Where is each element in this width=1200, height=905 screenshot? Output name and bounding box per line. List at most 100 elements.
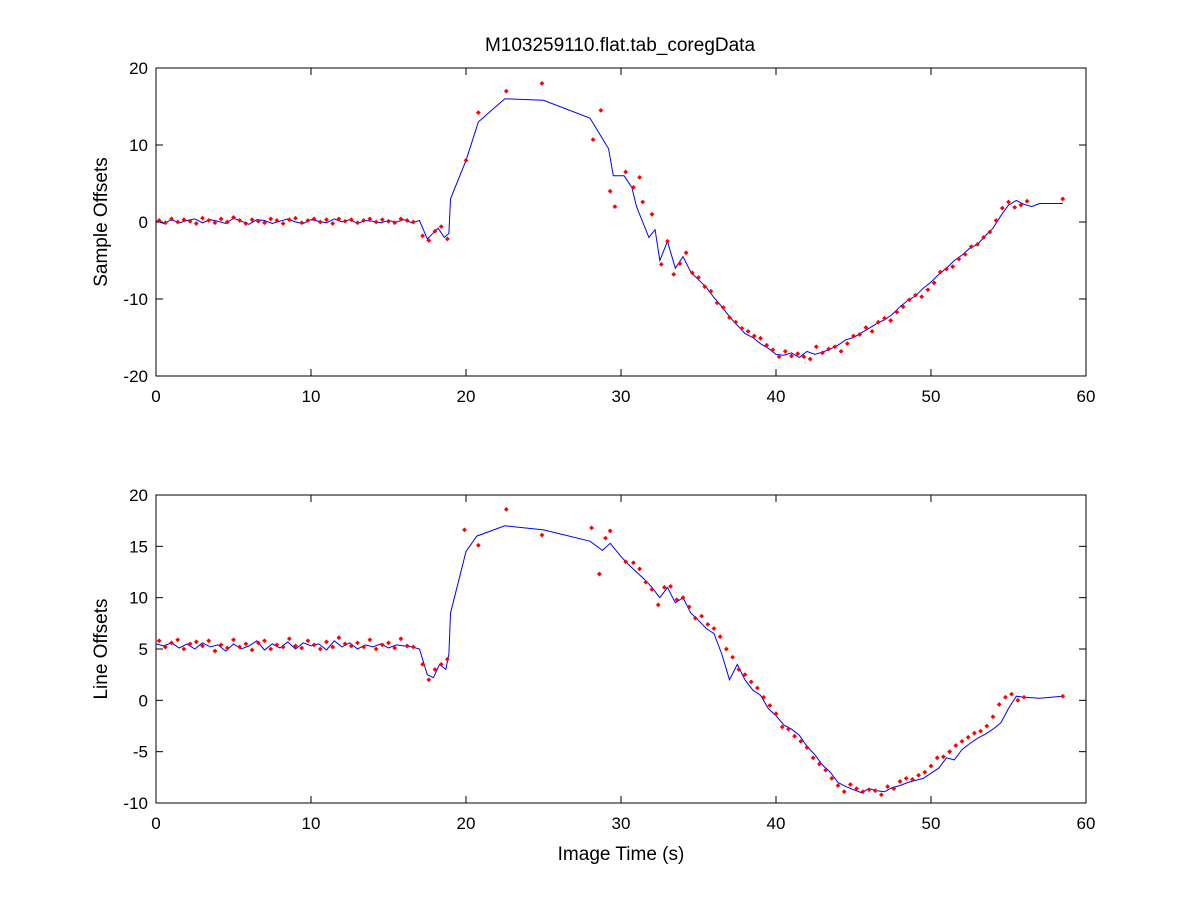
x-tick-label: 0 (151, 814, 160, 833)
sample-data-point (1012, 204, 1018, 210)
line-data-point (804, 745, 810, 750)
line-data-point (699, 613, 704, 619)
line-data-point (711, 626, 717, 631)
line-data-point (668, 583, 673, 589)
sample-data-point (770, 347, 776, 353)
sample-data-point (894, 309, 900, 315)
line-data-point (280, 644, 286, 650)
sample-data-point (906, 297, 912, 303)
y-tick-label: -20 (123, 367, 148, 386)
sample-data-point (293, 215, 298, 221)
line-data-point (373, 646, 379, 652)
line-data-point (984, 723, 990, 729)
line-data-point (379, 642, 385, 648)
line-data-point (792, 733, 797, 739)
line-offsets-axes: 0 10 20 30 40 50 60 -10 -5 0 5 10 15 20 Line Offsets Im… (91, 486, 1095, 865)
sample-data-point (702, 284, 708, 290)
sample-data-point (200, 215, 205, 221)
line-data-point (1003, 694, 1008, 700)
sample-data-point (286, 217, 292, 223)
sample-data-point (162, 220, 168, 226)
sample-data-point (838, 348, 844, 354)
line-data-point (866, 787, 872, 793)
sample-data-point (720, 305, 726, 310)
line-data-point (748, 679, 754, 685)
sample-data-point (193, 221, 199, 226)
sample-data-point (631, 184, 636, 190)
sample-data-point (317, 219, 323, 225)
sample-data-point (962, 251, 968, 257)
line-data-point (299, 645, 305, 651)
sample-data-point (156, 218, 162, 223)
sample-data-point (420, 233, 425, 239)
sample-data-point (733, 319, 739, 325)
sample-data-point (187, 218, 193, 224)
line-data-point (978, 728, 983, 734)
sample-data-point (751, 333, 757, 339)
line-data-point (1060, 693, 1066, 699)
sample-data-point (826, 346, 832, 352)
sample-data-point (913, 292, 918, 298)
line-data-point (589, 525, 594, 531)
line-data-point (324, 639, 329, 645)
line-data-point (386, 640, 391, 646)
sample-data-point (727, 315, 732, 320)
line-data-point (200, 643, 205, 649)
sample-data-point (249, 217, 255, 223)
sample-data-point (1060, 196, 1066, 202)
line-data-point (823, 767, 828, 773)
sample-data-point (404, 218, 410, 223)
sample-data-point (640, 199, 646, 205)
line-data-point (922, 769, 928, 775)
line-data-point (224, 645, 230, 651)
line-data-point (897, 779, 903, 784)
sample-data-point (745, 328, 751, 334)
y-tick-label: 5 (139, 640, 148, 659)
sample-data-point (944, 266, 949, 272)
sample-data-point (813, 344, 819, 350)
sample-data-point (361, 218, 367, 223)
line-data-point (169, 640, 174, 646)
x-tick-label: 30 (612, 387, 631, 406)
line-data-point (311, 642, 317, 648)
sample-data-point (677, 261, 683, 266)
line-data-point (755, 685, 760, 691)
sample-offsets-axes: 0 10 20 30 40 50 60 -20 -10 0 10 20 Sample Offsets (91, 59, 1095, 406)
line-data-point (773, 711, 779, 717)
sample-data-point (857, 332, 863, 337)
line-data-point (330, 644, 336, 650)
line-fit-line (155, 525, 1063, 794)
y-tick-label: 15 (129, 537, 148, 556)
sample-data-point (999, 205, 1005, 211)
sample-data-point (410, 219, 416, 225)
line-data-point (255, 640, 261, 646)
line-data-point (249, 647, 255, 653)
sample-data-point (919, 294, 925, 300)
line-data-point (476, 542, 481, 548)
line-data-point (680, 595, 686, 601)
sample-data-point (392, 220, 398, 226)
line-data-point (662, 585, 667, 590)
sample-data-point (851, 333, 856, 339)
sample-data-point (795, 351, 801, 357)
x-tick-label: 40 (767, 387, 786, 406)
line-data-point (767, 703, 773, 708)
line-data-point (348, 643, 354, 649)
line-data-point (342, 641, 348, 647)
sample-data-point (875, 319, 881, 325)
sample-data-point (243, 221, 249, 226)
line-data-point (445, 656, 450, 662)
sample-data-point (801, 354, 807, 360)
sample-data-point (882, 315, 887, 321)
line-data-point (262, 638, 267, 644)
y-tick-label: -10 (123, 794, 148, 813)
sample-data-point (169, 216, 174, 222)
sample-data-point (696, 275, 701, 280)
line-data-point (730, 654, 735, 660)
sample-data-point (776, 354, 782, 360)
y-tick-label: -10 (123, 290, 148, 309)
y-tick-label: -5 (133, 743, 148, 762)
sample-data-point (981, 235, 987, 240)
